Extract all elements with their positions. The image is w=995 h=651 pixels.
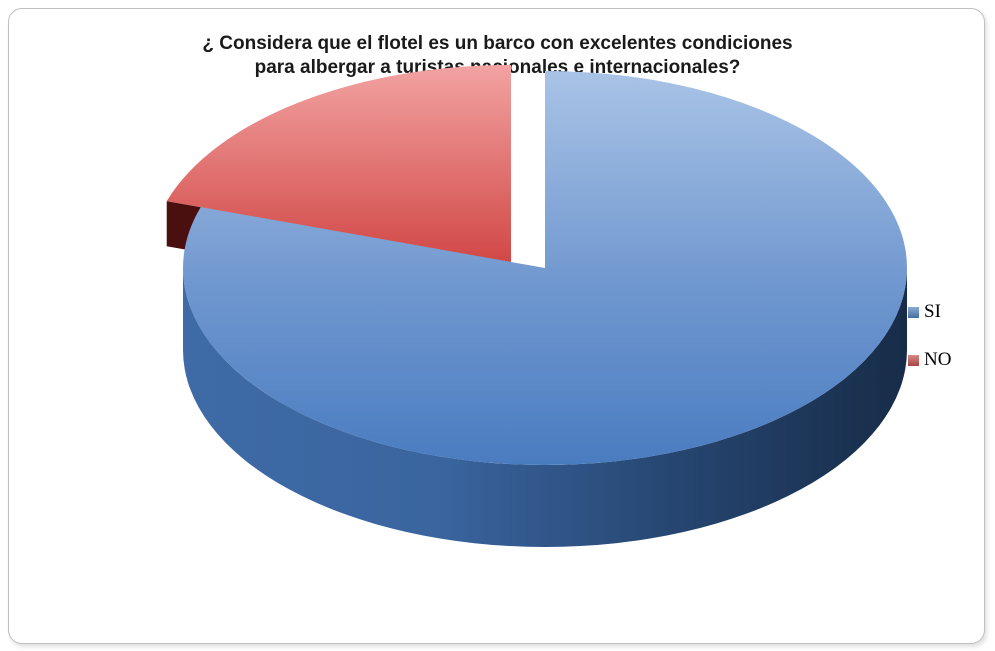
legend-label-si: SI: [924, 301, 941, 322]
legend-item-si: SI: [908, 300, 951, 324]
legend-label-no: NO: [924, 349, 952, 370]
legend-swatch-si: [908, 306, 919, 318]
legend-swatch-no: [908, 354, 919, 366]
pie-top-no: [166, 65, 512, 262]
pie-side-si: [183, 268, 907, 547]
legend-item-no: NO: [908, 348, 951, 372]
chart-legend: SI NO: [908, 300, 951, 396]
chart-title-line-1: ¿ Considera que el flotel es un barco co…: [202, 33, 793, 54]
pie-slice-si: [183, 71, 908, 547]
pie-top-si: [183, 71, 908, 465]
